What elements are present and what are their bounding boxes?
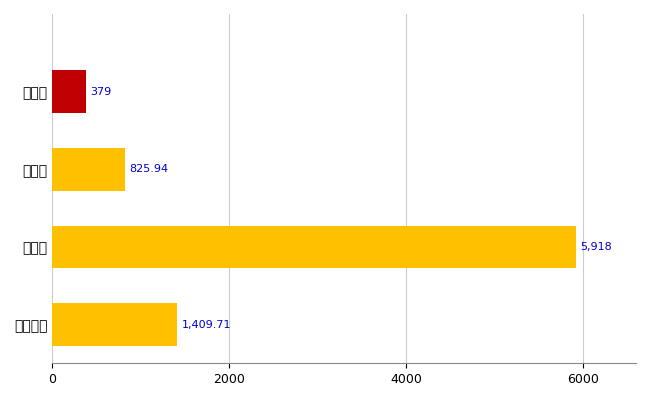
Text: 1,409.71: 1,409.71 [181,320,231,330]
Bar [52,303,177,346]
Bar [52,148,125,190]
Text: 825.94: 825.94 [130,164,169,174]
Text: 379: 379 [90,86,111,96]
Bar [52,226,576,268]
Bar [52,70,86,113]
Text: 5,918: 5,918 [580,242,612,252]
